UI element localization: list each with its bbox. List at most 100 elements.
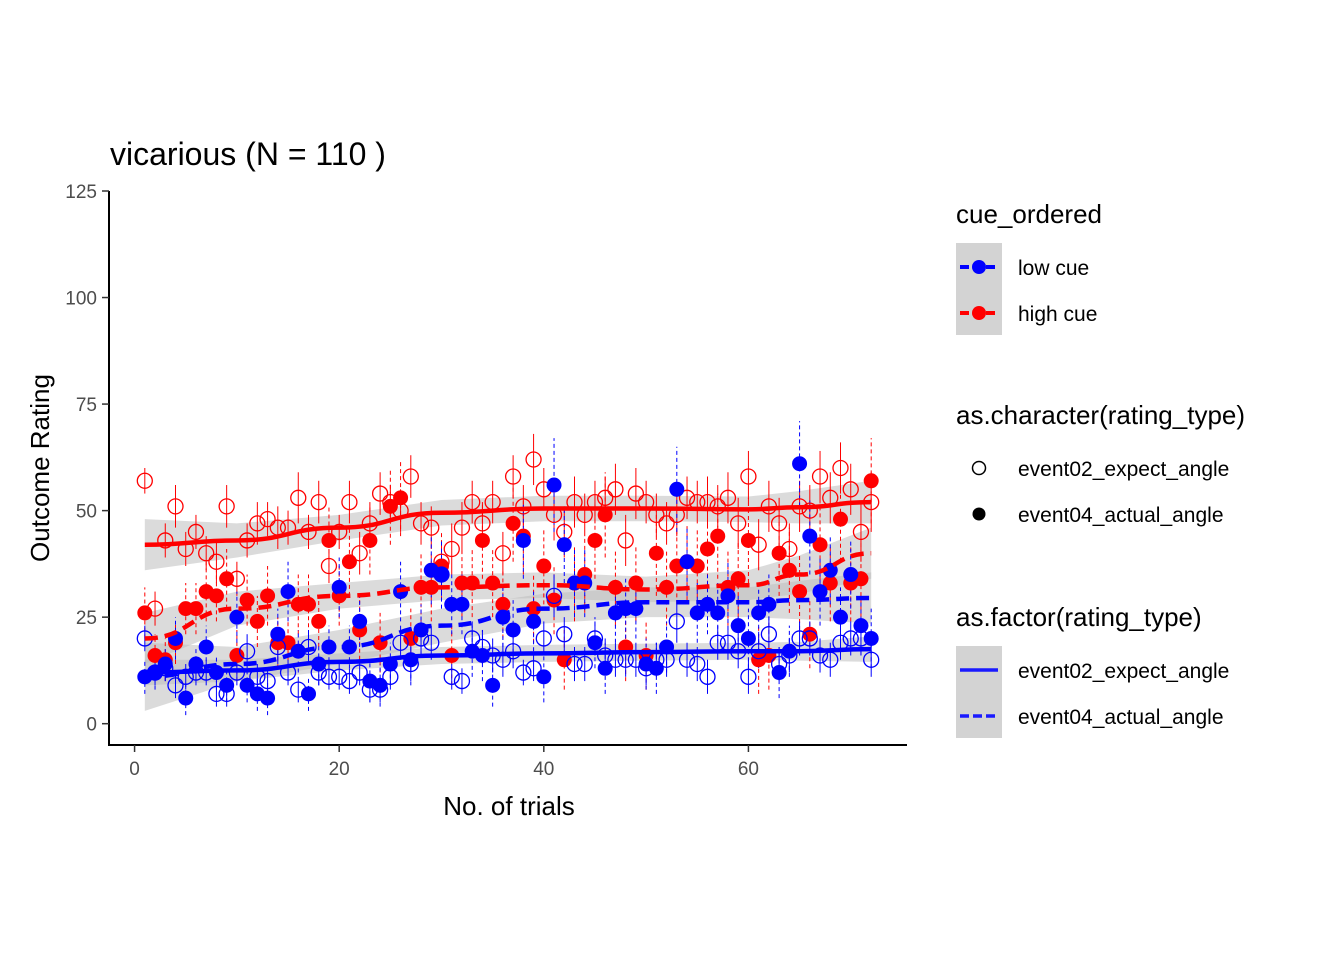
point-high-cue-actual <box>833 511 848 527</box>
point-low-cue-actual <box>485 677 501 693</box>
point-high-cue-expect <box>320 557 338 575</box>
point-low-cue-actual <box>669 481 685 497</box>
point-high-cue-actual <box>239 592 255 608</box>
point-high-cue-expect <box>290 489 307 506</box>
x-axis-title: No. of trials <box>443 791 575 821</box>
point-high-cue-actual <box>341 554 357 570</box>
point-high-cue-actual <box>863 473 879 489</box>
point-low-cue-actual <box>301 686 316 702</box>
point-low-cue-actual <box>720 588 736 604</box>
point-low-cue-actual <box>843 567 859 583</box>
point-high-cue-expect <box>770 515 788 532</box>
legend-linetype-label-actual: event04_actual_angle <box>1018 706 1224 729</box>
point-high-cue-actual <box>219 571 235 587</box>
point-high-cue-actual <box>587 532 603 548</box>
point-low-cue-expect <box>811 647 829 664</box>
point-high-cue-expect <box>607 481 624 498</box>
point-low-cue-expect <box>699 668 716 685</box>
point-high-cue-expect <box>678 489 696 506</box>
legend-shape-label-expect: event02_expect_angle <box>1018 458 1229 481</box>
legend-shape: as.character(rating_type) event02_expect… <box>956 400 1245 527</box>
point-low-cue-actual <box>761 596 777 612</box>
ribbon-high-cue-dashed <box>144 527 872 665</box>
legend-cue-label-low: low cue <box>1018 257 1089 280</box>
point-low-cue-expect <box>566 655 583 673</box>
point-high-cue-expect <box>504 468 522 485</box>
point-low-cue-expect <box>453 672 471 690</box>
point-high-cue-expect <box>515 498 532 515</box>
point-high-cue-actual <box>648 545 664 561</box>
point-high-cue-expect <box>842 481 859 498</box>
point-low-cue-actual <box>587 635 603 651</box>
point-low-cue-actual <box>792 456 808 472</box>
legend-linetype: as.factor(rating_type) event02_expect_an… <box>956 602 1229 738</box>
point-high-cue-expect <box>402 468 419 485</box>
axes: 0 25 50 75 100 125 0 20 40 60 <box>65 182 907 780</box>
ribbon-low-cue-dashed <box>144 572 872 711</box>
point-high-cue-expect <box>218 498 235 515</box>
x-tick-label: 20 <box>329 759 350 780</box>
point-high-cue-expect <box>627 485 645 502</box>
point-high-cue-actual <box>526 601 542 617</box>
point-high-cue-actual <box>546 592 562 608</box>
point-low-cue-expect <box>556 626 573 643</box>
point-high-cue-expect <box>730 515 747 532</box>
point-low-cue-actual <box>751 605 767 621</box>
point-low-cue-actual <box>802 528 818 544</box>
point-low-cue-expect <box>740 668 757 685</box>
point-low-cue-actual <box>812 584 828 600</box>
y-axis-title: Outcome Rating <box>25 374 55 562</box>
y-ticks: 0 25 50 75 100 125 <box>65 182 109 736</box>
point-high-cue-expect <box>331 523 348 541</box>
legend-cue-key-bg <box>956 243 1002 335</box>
point-low-cue-actual <box>157 656 173 672</box>
point-low-cue-expect <box>331 668 348 685</box>
point-high-cue-actual <box>597 507 613 523</box>
point-high-cue-expect <box>341 493 358 511</box>
point-low-cue-expect <box>238 643 256 660</box>
point-high-cue-expect <box>249 515 266 532</box>
chart-title: vicarious (N = 110 ) <box>110 136 386 172</box>
point-high-cue-expect <box>351 545 368 562</box>
point-low-cue-actual <box>229 609 245 625</box>
point-high-cue-actual <box>423 579 439 595</box>
smooth-ribbons <box>144 480 872 711</box>
point-high-cue-expect <box>740 468 757 485</box>
y-tick-label: 75 <box>76 395 97 416</box>
point-high-cue-actual <box>740 532 756 548</box>
point-high-cue-expect <box>719 489 737 506</box>
point-high-cue-actual <box>771 545 787 561</box>
point-low-cue-actual <box>454 596 470 612</box>
point-low-cue-actual <box>260 690 276 706</box>
point-high-cue-expect <box>801 502 818 519</box>
smooth-line-low-cue-dashed <box>144 595 872 680</box>
legend-linetype-key-bg <box>956 646 1002 738</box>
point-low-cue-expect <box>689 655 706 673</box>
point-high-cue-expect <box>371 485 389 502</box>
point-low-cue-expect <box>423 634 440 651</box>
point-low-cue-actual <box>556 537 572 553</box>
x-tick-label: 40 <box>533 759 554 780</box>
point-high-cue-actual <box>802 626 818 642</box>
data-points <box>136 451 880 706</box>
point-high-cue-expect <box>187 523 205 541</box>
point-high-cue-actual <box>536 558 552 574</box>
point-low-cue-expect <box>351 664 368 681</box>
point-low-cue-expect <box>525 660 542 677</box>
point-low-cue-actual <box>239 677 255 693</box>
point-high-cue-expect <box>525 451 542 468</box>
x-ticks: 0 20 40 60 <box>129 745 759 780</box>
point-low-cue-expect <box>760 626 778 643</box>
point-high-cue-expect <box>443 540 460 558</box>
point-low-cue-actual <box>822 562 838 578</box>
point-low-cue-actual <box>331 579 347 595</box>
legend-linetype-label-expect: event02_expect_angle <box>1018 660 1229 683</box>
y-tick-label: 0 <box>86 715 97 736</box>
ribbon-low-cue-solid <box>144 636 872 686</box>
point-low-cue-actual <box>526 613 542 629</box>
point-high-cue-actual <box>822 575 838 591</box>
point-high-cue-expect <box>852 523 870 541</box>
point-low-cue-actual <box>280 584 296 600</box>
point-high-cue-actual <box>382 498 398 514</box>
